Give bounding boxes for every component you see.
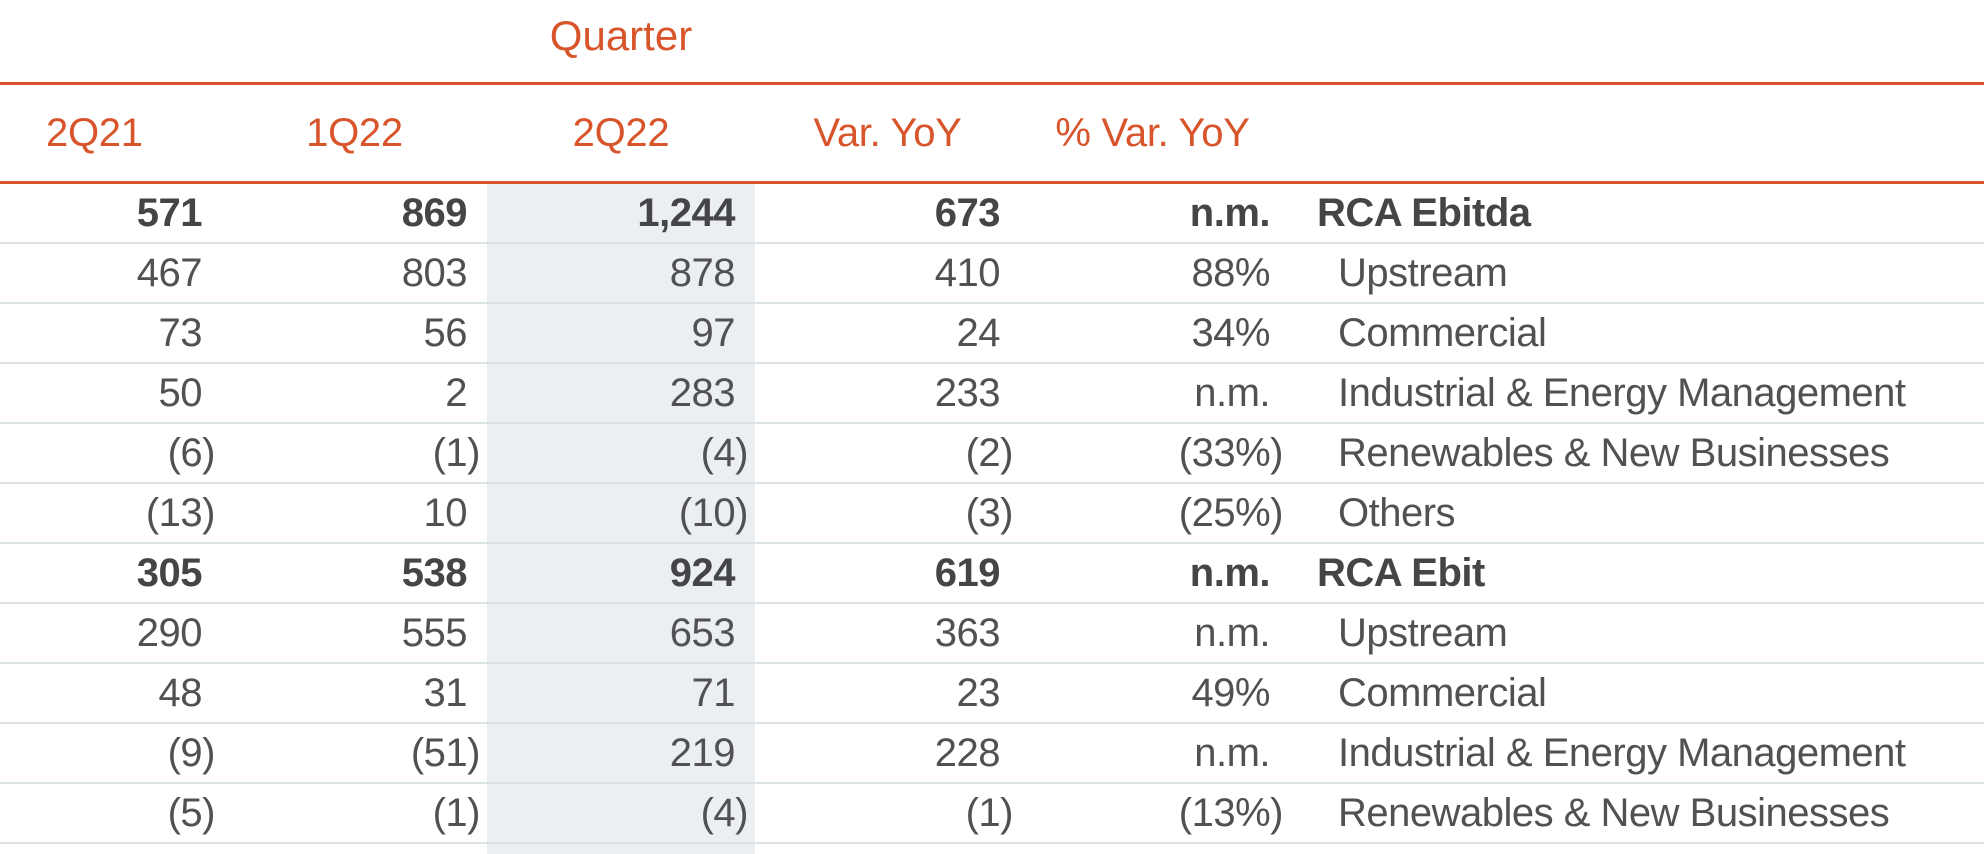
cell-2q21: 305 (136, 550, 203, 595)
cell-2q22: 283 (487, 364, 755, 422)
cell-pct-var-yoy: 34% (1191, 310, 1270, 355)
clipped-row (0, 844, 1984, 854)
column-header-2q21: 2Q21 (46, 110, 143, 155)
cell-2q21: 290 (136, 610, 203, 655)
cell-pct-var-yoy: (13%) (1178, 790, 1284, 835)
cell-pct-var-yoy: n.m. (1189, 550, 1271, 595)
cell-2q21: 571 (136, 190, 203, 235)
cell-1q22: (1) (432, 790, 481, 835)
column-header-var-yoy: Var. YoY (813, 110, 962, 155)
row-label: RCA Ebitda (1317, 190, 1531, 235)
cell-1q22: 538 (401, 550, 468, 595)
table-row: 571 869 1,244 673 n.m. RCA Ebitda (0, 184, 1984, 244)
table-row: 50 2 283 233 n.m. Industrial & Energy Ma… (0, 364, 1984, 424)
column-header-pct-var-yoy: % Var. YoY (1055, 110, 1250, 155)
cell-2q22: (10) (487, 484, 755, 542)
column-header-1q22: 1Q22 (306, 110, 403, 155)
table-row: 48 31 71 23 49% Commercial (0, 664, 1984, 724)
row-label: Upstream (1338, 610, 1508, 655)
cell-2q21: 48 (158, 670, 203, 715)
cell-2q22: 878 (487, 244, 755, 302)
cell-var-yoy: (2) (965, 430, 1014, 475)
row-label: Industrial & Energy Management (1338, 370, 1906, 415)
row-label: Renewables & New Businesses (1338, 430, 1890, 475)
cell-2q22: (4) (487, 424, 755, 482)
table-row: 73 56 97 24 34% Commercial (0, 304, 1984, 364)
cell-pct-var-yoy: 49% (1191, 670, 1270, 715)
cell-var-yoy: 233 (934, 370, 1001, 415)
cell-1q22: 56 (423, 310, 468, 355)
table-title-band: Quarter (0, 0, 1984, 82)
cell-pct-var-yoy: n.m. (1194, 730, 1270, 775)
cell-pct-var-yoy: 88% (1191, 250, 1270, 295)
cell-pct-var-yoy: (25%) (1178, 490, 1284, 535)
table-title: Quarter (549, 12, 693, 59)
cell-pct-var-yoy: n.m. (1194, 370, 1270, 415)
cell-2q22: 653 (487, 604, 755, 662)
cell-2q21: 467 (136, 250, 203, 295)
column-header-row: 2Q21 1Q22 2Q22 Var. YoY % Var. YoY (0, 82, 1984, 184)
row-label: RCA Ebit (1317, 550, 1485, 595)
table-row: 290 555 653 363 n.m. Upstream (0, 604, 1984, 664)
cell-2q21: (5) (167, 790, 216, 835)
cell-2q22: 1,244 (487, 184, 755, 242)
cell-var-yoy: 228 (934, 730, 1001, 775)
cell-1q22: 803 (401, 250, 468, 295)
table-row: 467 803 878 410 88% Upstream (0, 244, 1984, 304)
cell-2q22: (4) (487, 784, 755, 842)
cell-1q22: 869 (401, 190, 468, 235)
cell-1q22: (51) (410, 730, 481, 775)
cell-2q22: 219 (487, 724, 755, 782)
cell-2q21: 50 (158, 370, 203, 415)
cell-2q22: 97 (487, 304, 755, 362)
cell-2q22 (487, 844, 755, 854)
row-label: Upstream (1338, 250, 1508, 295)
cell-2q21: 73 (158, 310, 203, 355)
cell-pct-var-yoy: n.m. (1189, 190, 1271, 235)
cell-pct-var-yoy: n.m. (1194, 610, 1270, 655)
table-row: 305 538 924 619 n.m. RCA Ebit (0, 544, 1984, 604)
cell-2q21: (13) (145, 490, 216, 535)
cell-1q22: (1) (432, 430, 481, 475)
cell-var-yoy: 363 (934, 610, 1001, 655)
column-header-spacer (1285, 85, 1984, 181)
cell-2q21: (9) (167, 730, 216, 775)
cell-2q21: (6) (167, 430, 216, 475)
cell-pct-var-yoy: (33%) (1178, 430, 1284, 475)
cell-var-yoy: 619 (934, 550, 1001, 595)
column-header-2q22: 2Q22 (572, 110, 670, 155)
cell-2q22: 71 (487, 664, 755, 722)
cell-var-yoy: (1) (965, 790, 1014, 835)
row-label: Others (1338, 490, 1456, 535)
cell-var-yoy: 673 (934, 190, 1001, 235)
table-row: (13) 10 (10) (3) (25%) Others (0, 484, 1984, 544)
cell-var-yoy: (3) (965, 490, 1014, 535)
cell-2q22: 924 (487, 544, 755, 602)
table-row: (9) (51) 219 228 n.m. Industrial & Energ… (0, 724, 1984, 784)
row-label: Renewables & New Businesses (1338, 790, 1890, 835)
cell-var-yoy: 23 (956, 670, 1001, 715)
cell-var-yoy: 24 (956, 310, 1001, 355)
cell-1q22: 31 (423, 670, 468, 715)
table-row: (5) (1) (4) (1) (13%) Renewables & New B… (0, 784, 1984, 844)
row-label: Industrial & Energy Management (1338, 730, 1906, 775)
cell-1q22: 555 (401, 610, 468, 655)
cell-var-yoy: 410 (934, 250, 1001, 295)
cell-1q22: 2 (445, 370, 467, 415)
row-label: Commercial (1338, 310, 1547, 355)
row-label: Commercial (1338, 670, 1547, 715)
cell-1q22: 10 (423, 490, 468, 535)
table-row: (6) (1) (4) (2) (33%) Renewables & New B… (0, 424, 1984, 484)
